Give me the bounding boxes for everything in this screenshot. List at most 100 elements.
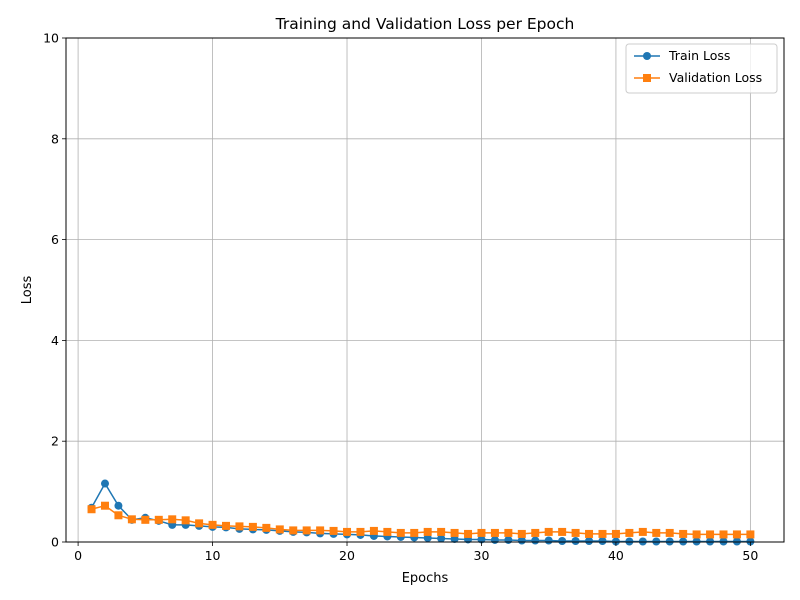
validation-loss-point — [100, 501, 109, 510]
validation-loss-point — [369, 526, 378, 535]
y-axis-label: Loss — [20, 276, 35, 305]
x-axis-label: Epochs — [402, 571, 449, 586]
validation-loss-point — [208, 520, 217, 529]
train-loss-point — [450, 534, 459, 543]
validation-loss-point — [490, 528, 499, 537]
validation-loss-point — [383, 527, 392, 536]
train-loss-point — [638, 537, 647, 546]
chart-title: Training and Validation Loss per Epoch — [275, 15, 575, 33]
y-tick-label: 10 — [43, 31, 59, 46]
legend-train-marker — [643, 52, 651, 60]
validation-loss-point — [544, 527, 553, 536]
validation-loss-point — [719, 530, 728, 539]
train-loss-point — [114, 501, 123, 510]
validation-loss-point — [195, 519, 204, 528]
validation-loss-point — [746, 530, 755, 539]
plot-area-frame — [65, 37, 785, 543]
validation-loss-point — [558, 527, 567, 536]
validation-loss-point — [638, 527, 647, 536]
train-loss-point — [746, 537, 755, 546]
x-tick-label: 10 — [205, 548, 221, 563]
validation-loss-point — [329, 526, 338, 535]
validation-loss-point — [410, 528, 419, 537]
validation-loss-point — [571, 528, 580, 537]
validation-loss-point — [450, 528, 459, 537]
y-axis-ticks: 0 2 4 6 8 10 — [43, 31, 66, 550]
train-loss-point — [585, 536, 594, 545]
x-tick-label: 0 — [74, 548, 82, 563]
legend-val-label: Validation Loss — [669, 70, 762, 85]
train-loss-point — [544, 536, 553, 545]
validation-loss-point — [141, 515, 150, 524]
y-tick-label: 8 — [51, 131, 59, 146]
validation-loss-point — [665, 528, 674, 537]
validation-loss-point — [396, 528, 405, 537]
legend-val-marker — [643, 74, 651, 82]
validation-loss-point — [154, 515, 163, 524]
validation-loss-point — [127, 515, 136, 524]
validation-loss-point — [262, 523, 271, 532]
y-tick-label: 2 — [51, 434, 59, 449]
validation-loss-point — [114, 511, 123, 520]
validation-loss-point — [477, 528, 486, 537]
validation-loss-point — [652, 528, 661, 537]
validation-loss-point — [275, 525, 284, 534]
validation-loss-point — [625, 528, 634, 537]
validation-loss-point — [248, 522, 257, 531]
train-loss-point — [571, 536, 580, 545]
validation-loss-point — [423, 527, 432, 536]
train-loss-point — [625, 537, 634, 546]
train-loss-point — [100, 479, 109, 488]
validation-loss-point — [87, 505, 96, 514]
train-loss-point — [423, 533, 432, 542]
validation-loss-point — [222, 521, 231, 530]
train-loss-point — [504, 535, 513, 544]
validation-loss-point — [168, 515, 177, 524]
y-tick-label: 6 — [51, 232, 59, 247]
validation-loss-point — [235, 522, 244, 531]
train-loss-point — [652, 537, 661, 546]
validation-loss-series — [87, 501, 755, 539]
validation-loss-point — [181, 516, 190, 525]
y-tick-label: 0 — [51, 535, 59, 550]
train-loss-point — [719, 537, 728, 546]
train-loss-point — [598, 536, 607, 545]
validation-loss-point — [706, 530, 715, 539]
validation-loss-point — [437, 527, 446, 536]
train-loss-point — [611, 537, 620, 546]
validation-loss-point — [302, 526, 311, 535]
validation-loss-point — [692, 530, 701, 539]
y-tick-label: 4 — [51, 333, 59, 348]
validation-loss-point — [517, 529, 526, 538]
validation-loss-point — [732, 530, 741, 539]
train-loss-point — [490, 535, 499, 544]
validation-loss-point — [316, 526, 325, 535]
validation-loss-point — [343, 527, 352, 536]
validation-loss-point — [356, 527, 365, 536]
validation-loss-point — [585, 529, 594, 538]
grid-lines — [66, 37, 784, 543]
validation-loss-point — [679, 529, 688, 538]
x-tick-label: 20 — [339, 548, 355, 563]
train-loss-point — [437, 534, 446, 543]
validation-loss-point — [611, 529, 620, 538]
x-tick-label: 50 — [742, 548, 758, 563]
validation-loss-point — [289, 526, 298, 535]
x-axis-ticks: 0 10 20 30 40 50 — [74, 542, 758, 563]
validation-loss-point — [504, 528, 513, 537]
train-loss-point — [665, 537, 674, 546]
train-loss-point — [679, 537, 688, 546]
legend-box — [625, 43, 778, 94]
train-loss-point — [692, 537, 701, 546]
train-loss-point — [477, 535, 486, 544]
x-tick-label: 40 — [608, 548, 624, 563]
validation-loss-point — [531, 528, 540, 537]
series-layer — [87, 479, 755, 546]
train-loss-point — [531, 536, 540, 545]
legend: Train Loss Validation Loss — [625, 43, 778, 94]
validation-loss-point — [464, 529, 473, 538]
train-loss-point — [732, 537, 741, 546]
x-tick-label: 30 — [474, 548, 490, 563]
